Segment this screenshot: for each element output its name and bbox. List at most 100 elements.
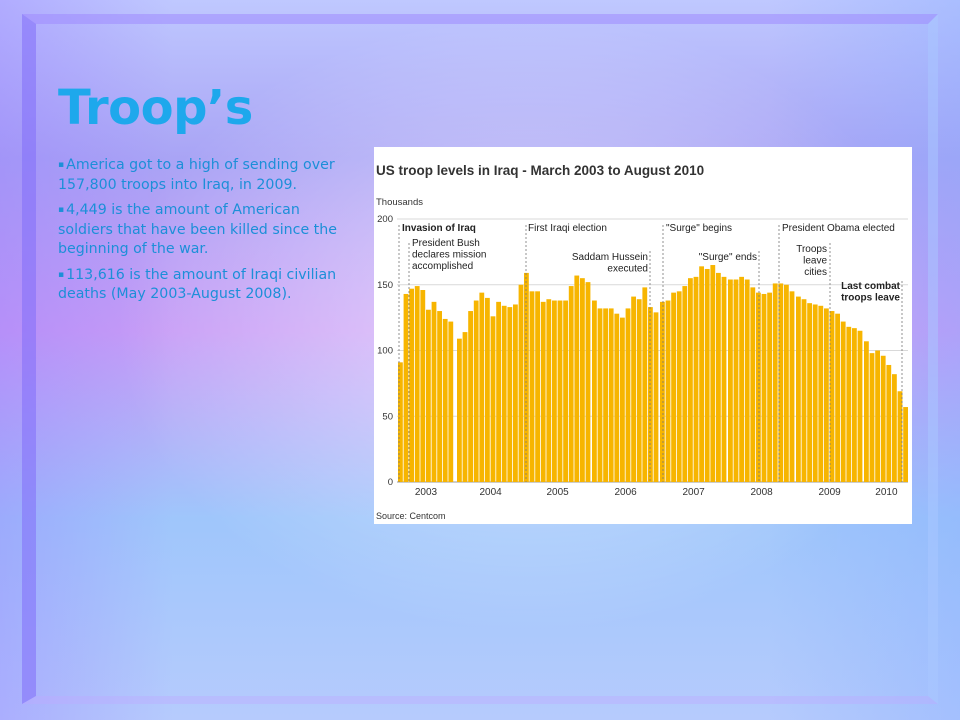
bar <box>761 293 767 482</box>
bar <box>733 279 739 482</box>
bar <box>875 350 880 482</box>
bar <box>603 308 608 482</box>
bullet-marker-icon: ▪ <box>58 205 65 215</box>
bar <box>892 374 897 482</box>
bar <box>688 278 693 482</box>
bar <box>704 268 710 482</box>
bar <box>789 291 795 482</box>
bar <box>693 276 699 482</box>
slide-frame <box>22 14 938 704</box>
annotation-line-text: President Bush <box>412 238 480 249</box>
chart-title: US troop levels in Iraq - March 2003 to … <box>376 163 704 178</box>
chart-source: Source: Centcom <box>376 511 446 521</box>
bullet-text: America got to a high of sending over 15… <box>58 157 335 193</box>
bar <box>597 308 603 482</box>
bar <box>490 316 496 482</box>
bullet-marker-icon: ▪ <box>58 160 65 170</box>
annotation-line-text: President Obama elected <box>782 223 895 234</box>
bar <box>437 311 442 482</box>
chart-annotation: Invasion of Iraq <box>402 223 476 234</box>
annotation-line-text: executed <box>607 264 648 275</box>
bullet-marker-icon: ▪ <box>58 269 65 280</box>
annotation-line-text: First Iraqi election <box>528 223 607 234</box>
bar <box>608 308 614 482</box>
bullet-item: ▪ 4,449 is the amount of American soldier… <box>58 201 358 260</box>
bar <box>585 282 591 482</box>
bar <box>540 301 546 482</box>
bar <box>513 304 518 482</box>
bar <box>671 292 676 482</box>
bar <box>824 308 829 482</box>
bar <box>479 292 485 482</box>
bar <box>420 290 426 482</box>
bar <box>653 312 659 482</box>
y-tick-label: 200 <box>377 214 393 225</box>
bar <box>886 364 892 482</box>
bar <box>631 296 636 482</box>
y-tick-label: 100 <box>377 346 393 357</box>
bullet-item: ▪ America got to a high of sending over 1… <box>58 156 358 195</box>
annotation-line-text: cities <box>804 267 827 278</box>
bar <box>812 304 818 482</box>
bar <box>784 284 789 482</box>
bar <box>716 272 721 482</box>
bar <box>676 291 682 482</box>
bar <box>829 311 835 482</box>
x-tick-label: 2010 <box>875 487 898 498</box>
bar <box>897 391 903 482</box>
chart-svg: US troop levels in Iraq - March 2003 to … <box>374 147 912 524</box>
bar <box>457 338 462 482</box>
bar <box>473 300 479 482</box>
bar <box>557 300 563 482</box>
bar <box>552 300 557 482</box>
bar <box>403 293 409 482</box>
bar <box>778 283 784 482</box>
bullet-item: ▪ 113,616 is the amount of Iraqi civilian… <box>58 266 358 305</box>
troop-levels-chart: US troop levels in Iraq - March 2003 to … <box>374 147 912 524</box>
bar <box>568 286 574 482</box>
bar <box>574 275 580 482</box>
y-tick-label: 150 <box>377 280 393 291</box>
annotation-line-text: declares mission <box>412 250 486 261</box>
bar <box>744 279 750 482</box>
x-tick-label: 2008 <box>750 487 773 498</box>
bar <box>807 303 812 482</box>
annotation-line-text: Invasion of Iraq <box>402 223 476 234</box>
bar <box>721 276 727 482</box>
bar <box>767 292 772 482</box>
bar <box>592 300 597 482</box>
x-tick-label: 2006 <box>614 487 637 498</box>
bar <box>699 266 704 482</box>
x-tick-label: 2003 <box>415 487 438 498</box>
bar <box>398 362 403 482</box>
bar <box>546 299 552 482</box>
annotation-line-text: "Surge" ends <box>699 252 757 263</box>
bar <box>818 305 824 482</box>
bullet-list: ▪ America got to a high of sending over 1… <box>58 156 358 311</box>
bar <box>756 292 761 482</box>
bar <box>507 307 513 482</box>
bar <box>739 276 744 482</box>
bar <box>728 279 733 482</box>
bar <box>636 299 642 482</box>
bar <box>772 283 778 482</box>
bar <box>710 265 716 482</box>
chart-annotation: "Surge" ends <box>699 252 757 263</box>
y-tick-label: 50 <box>382 411 393 422</box>
annotation-line-text: Troops <box>796 244 827 255</box>
x-tick-label: 2005 <box>546 487 569 498</box>
x-tick-label: 2004 <box>479 487 502 498</box>
bar <box>563 300 568 482</box>
bar <box>852 328 857 482</box>
chart-annotation: "Surge" begins <box>666 223 732 234</box>
bar <box>869 353 875 482</box>
x-tick-label: 2009 <box>818 487 841 498</box>
bar <box>642 287 648 482</box>
bar <box>750 287 756 482</box>
bar <box>801 299 807 482</box>
bar <box>496 301 501 482</box>
bar <box>462 332 468 482</box>
bar <box>840 321 846 482</box>
annotation-line-text: accomplished <box>412 261 473 272</box>
bar <box>535 291 540 482</box>
